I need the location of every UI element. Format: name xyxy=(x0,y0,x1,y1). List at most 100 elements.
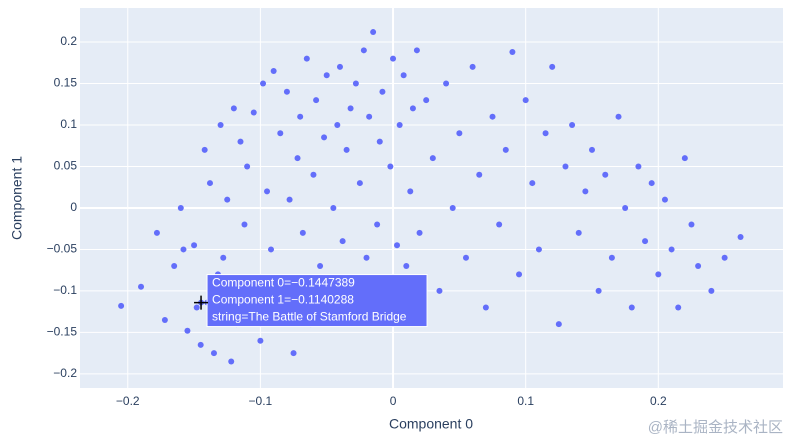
y-tick-label: 0 xyxy=(70,200,77,214)
hover-box xyxy=(206,274,428,328)
y-tick-label: −0.05 xyxy=(47,242,78,256)
point xyxy=(509,48,516,55)
point xyxy=(297,113,304,120)
hover-text: Component 0=−0.1447389 xyxy=(212,276,355,290)
point xyxy=(376,138,383,145)
point xyxy=(310,171,317,178)
point xyxy=(336,63,343,70)
point xyxy=(370,29,377,36)
point xyxy=(286,196,293,203)
point xyxy=(681,155,688,162)
point xyxy=(277,130,284,137)
point xyxy=(180,246,187,253)
y-tick-label: 0.15 xyxy=(54,76,78,90)
point xyxy=(347,105,354,112)
point xyxy=(161,316,168,323)
point xyxy=(360,47,367,54)
point xyxy=(374,221,381,228)
point xyxy=(283,88,290,95)
point xyxy=(210,350,217,357)
point xyxy=(191,242,198,249)
point xyxy=(206,180,213,187)
point xyxy=(228,358,235,365)
point xyxy=(193,304,200,311)
point xyxy=(407,188,414,195)
hover-text: string=The Battle of Stamford Bridge xyxy=(212,310,407,324)
point xyxy=(615,113,622,120)
point xyxy=(661,196,668,203)
point xyxy=(496,221,503,228)
point xyxy=(220,254,227,261)
point xyxy=(429,155,436,162)
point xyxy=(237,138,244,145)
point xyxy=(379,88,386,95)
point xyxy=(250,109,257,116)
point xyxy=(268,246,275,253)
point xyxy=(313,97,320,104)
point xyxy=(343,146,350,153)
point xyxy=(366,113,373,120)
point xyxy=(394,242,401,249)
point xyxy=(303,55,310,62)
point xyxy=(403,263,410,270)
point xyxy=(648,180,655,187)
x-tick-label: 0 xyxy=(390,394,397,408)
y-tick-label: −0.15 xyxy=(47,325,78,339)
point xyxy=(339,238,346,245)
point xyxy=(535,246,542,253)
point xyxy=(595,287,602,294)
point xyxy=(456,130,463,137)
point xyxy=(230,105,237,112)
point xyxy=(390,55,397,62)
point xyxy=(569,121,576,128)
point xyxy=(542,130,549,137)
point xyxy=(138,283,145,290)
y-tick-label: −0.1 xyxy=(53,283,77,297)
point xyxy=(416,229,423,236)
point xyxy=(628,304,635,311)
point xyxy=(449,204,456,211)
point xyxy=(482,304,489,311)
point xyxy=(118,302,125,309)
y-tick-label: 0.1 xyxy=(60,117,77,131)
x-tick-label: −0.2 xyxy=(116,394,140,408)
point xyxy=(608,254,615,261)
grid xyxy=(80,8,783,388)
x-tick-label: −0.1 xyxy=(249,394,273,408)
point xyxy=(602,171,609,178)
point xyxy=(582,188,589,195)
point xyxy=(387,163,394,170)
point xyxy=(635,163,642,170)
point xyxy=(396,121,403,128)
x-tick-label: 0.2 xyxy=(650,394,667,408)
y-tick-label: 0.2 xyxy=(60,34,77,48)
y-tick-label: −0.2 xyxy=(53,366,77,380)
point xyxy=(721,254,728,261)
point xyxy=(562,163,569,170)
point xyxy=(622,204,629,211)
point xyxy=(588,146,595,153)
point xyxy=(363,254,370,261)
x-axis-title: Component 0 xyxy=(389,416,473,432)
point xyxy=(290,350,297,357)
point xyxy=(294,155,301,162)
point xyxy=(489,113,496,120)
point xyxy=(184,327,191,334)
point xyxy=(317,263,324,270)
point xyxy=(516,271,523,278)
y-axis-title: Component 1 xyxy=(9,156,25,240)
point xyxy=(321,134,328,141)
point xyxy=(299,229,306,236)
x-tick-label: 0.1 xyxy=(517,394,534,408)
point xyxy=(356,180,363,187)
point xyxy=(400,72,407,79)
point xyxy=(555,321,562,328)
point xyxy=(241,221,248,228)
hover-text: Component 1=−0.1140288 xyxy=(212,293,354,307)
point xyxy=(642,238,649,245)
point xyxy=(695,263,702,270)
point xyxy=(675,304,682,311)
cursor xyxy=(194,295,209,310)
point xyxy=(330,204,337,211)
